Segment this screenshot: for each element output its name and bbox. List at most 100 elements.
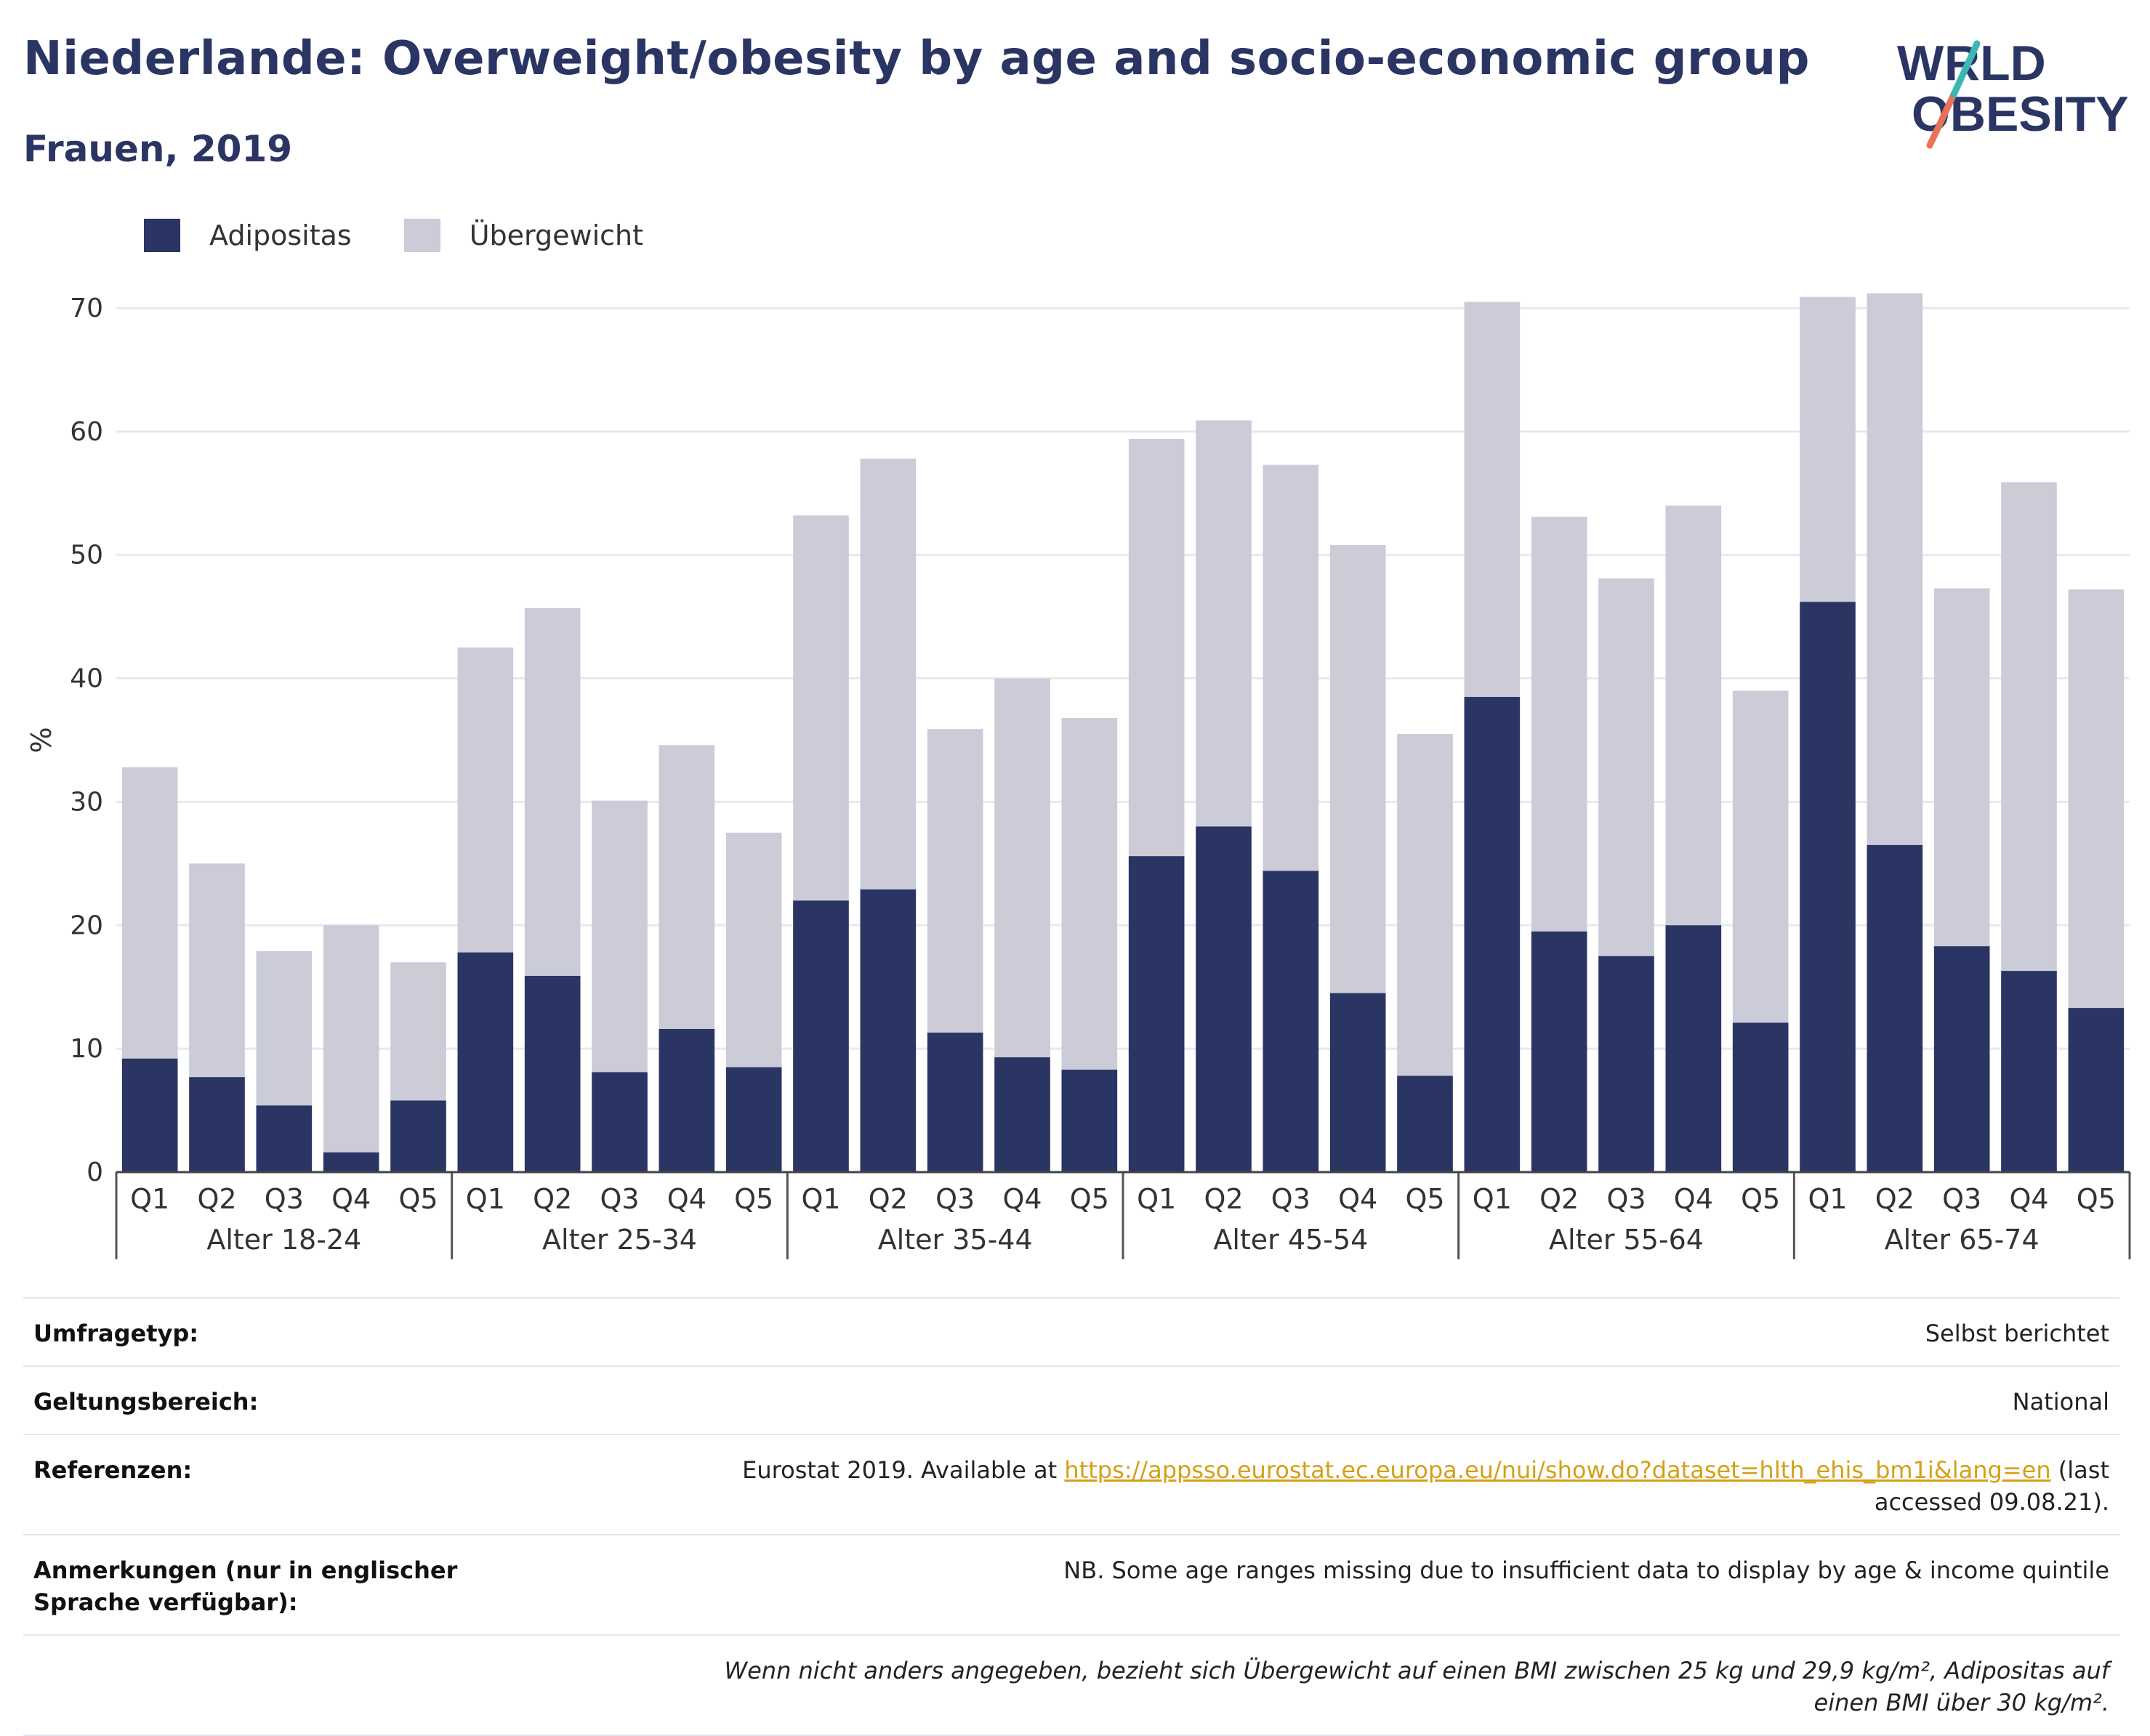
info-val-references: Eurostat 2019. Available at https://apps… xyxy=(656,1454,2109,1518)
y-tick-label: 0 xyxy=(86,1158,103,1187)
x-tick-label: Q1 xyxy=(1137,1183,1176,1215)
bar-overweight xyxy=(725,832,782,1067)
bar-obesity xyxy=(860,889,917,1172)
x-group-label: Alter 25-34 xyxy=(542,1224,697,1256)
y-tick-label: 70 xyxy=(70,294,103,323)
bar-overweight xyxy=(1867,293,1923,845)
x-tick-label: Q1 xyxy=(466,1183,505,1215)
x-tick-label: Q2 xyxy=(197,1183,236,1215)
chart-page: Niederlande: Overweight/obesity by age a… xyxy=(23,32,2131,1736)
bar-obesity xyxy=(1061,1070,1118,1172)
x-tick-label: Q1 xyxy=(801,1183,840,1215)
x-tick-label: Q4 xyxy=(2009,1183,2048,1215)
info-row-survey-type: Umfragetyp: Selbst berichtet xyxy=(23,1299,2119,1367)
x-tick-label: Q1 xyxy=(1808,1183,1847,1215)
bar-overweight xyxy=(1598,578,1654,956)
y-tick-label: 40 xyxy=(70,664,103,694)
x-tick-label: Q4 xyxy=(1674,1183,1713,1215)
x-tick-label: Q4 xyxy=(331,1183,371,1215)
bar-overweight xyxy=(1933,588,1990,947)
reference-prefix: Eurostat 2019. Available at xyxy=(742,1456,1058,1484)
x-tick-label: Q3 xyxy=(1271,1183,1310,1215)
bar-overweight xyxy=(592,800,648,1073)
legend-label-overweight: Übergewicht xyxy=(469,219,643,251)
x-tick-label: Q3 xyxy=(1606,1183,1646,1215)
bar-obesity xyxy=(2001,971,2057,1172)
bar-obesity xyxy=(390,1100,446,1172)
info-val-survey-type: Selbst berichtet xyxy=(1925,1320,2109,1347)
x-tick-label: Q5 xyxy=(1741,1183,1780,1215)
bar-overweight xyxy=(927,729,983,1033)
bar-overweight xyxy=(994,678,1050,1058)
x-tick-label: Q1 xyxy=(1473,1183,1512,1215)
y-tick-label: 30 xyxy=(70,787,103,817)
x-group-label: Alter 45-54 xyxy=(1213,1224,1368,1256)
reference-link[interactable]: https://appsso.eurostat.ec.europa.eu/nui… xyxy=(1064,1456,2051,1484)
x-tick-label: Q2 xyxy=(869,1183,908,1215)
bar-obesity xyxy=(1598,956,1654,1172)
bar-obesity xyxy=(1531,931,1587,1172)
x-tick-label: Q2 xyxy=(1204,1183,1243,1215)
bar-obesity xyxy=(793,900,849,1172)
bar-overweight xyxy=(1128,439,1185,857)
bar-overweight xyxy=(1329,545,1386,993)
x-group-label: Alter 35-44 xyxy=(878,1224,1033,1256)
bar-obesity xyxy=(323,1152,379,1172)
bar-overweight xyxy=(390,962,446,1101)
x-tick-label: Q4 xyxy=(667,1183,706,1215)
y-tick-label: 10 xyxy=(70,1034,103,1064)
legend-label-obesity: Adipositas xyxy=(209,219,352,251)
bar-overweight xyxy=(457,647,514,953)
x-group-label: Alter 55-64 xyxy=(1549,1224,1704,1256)
info-row-references: Referenzen: Eurostat 2019. Available at … xyxy=(23,1435,2119,1535)
x-tick-label: Q2 xyxy=(533,1183,572,1215)
x-tick-label: Q4 xyxy=(1002,1183,1042,1215)
x-tick-label: Q5 xyxy=(1070,1183,1109,1215)
bar-obesity xyxy=(927,1033,983,1172)
bar-obesity xyxy=(524,975,581,1172)
info-key-references: Referenzen: xyxy=(33,1456,193,1484)
bar-overweight xyxy=(1531,517,1587,932)
x-group-label: Alter 18-24 xyxy=(206,1224,361,1256)
info-row-definition: Wenn nicht anders angegeben, bezieht sic… xyxy=(23,1636,2119,1736)
x-tick-label: Q2 xyxy=(1875,1183,1915,1215)
info-table: Umfragetyp: Selbst berichtet Geltungsber… xyxy=(23,1297,2119,1736)
legend-item-obesity: Adipositas xyxy=(144,219,352,252)
bar-obesity xyxy=(659,1028,715,1172)
x-tick-label: Q3 xyxy=(1942,1183,1981,1215)
x-tick-label: Q5 xyxy=(2077,1183,2116,1215)
bar-overweight xyxy=(256,950,313,1106)
x-tick-label: Q4 xyxy=(1338,1183,1377,1215)
info-key-notes: Anmerkungen (nur in englischer Sprache v… xyxy=(33,1557,458,1616)
bar-overweight xyxy=(1732,690,1789,1023)
info-key-coverage: Geltungsbereich: xyxy=(33,1388,259,1416)
info-row-coverage: Geltungsbereich: National xyxy=(23,1367,2119,1435)
bar-obesity xyxy=(1867,844,1923,1172)
info-row-notes: Anmerkungen (nur in englischer Sprache v… xyxy=(23,1535,2119,1636)
y-axis-label: % xyxy=(25,727,57,753)
bar-obesity xyxy=(1263,871,1319,1172)
bar-overweight xyxy=(1665,505,1722,926)
bar-overweight xyxy=(323,925,379,1152)
y-tick-label: 60 xyxy=(70,417,103,447)
bar-overweight xyxy=(1196,420,1252,827)
bar-obesity xyxy=(994,1057,1050,1172)
bar-overweight xyxy=(793,515,849,901)
definition-note: Wenn nicht anders angegeben, bezieht sic… xyxy=(724,1657,2109,1716)
y-tick-label: 50 xyxy=(70,541,103,570)
info-val-coverage: National xyxy=(2012,1388,2109,1416)
y-tick-label: 20 xyxy=(70,911,103,940)
bar-obesity xyxy=(121,1058,178,1172)
chart-title: Niederlande: Overweight/obesity by age a… xyxy=(23,32,1810,86)
bar-obesity xyxy=(189,1077,245,1172)
bar-overweight xyxy=(1263,464,1319,871)
bar-overweight xyxy=(2001,482,2057,972)
bar-overweight xyxy=(1397,733,1453,1076)
x-tick-label: Q2 xyxy=(1539,1183,1579,1215)
bar-overweight xyxy=(860,459,917,890)
bar-obesity xyxy=(725,1067,782,1172)
bar-overweight xyxy=(121,767,178,1059)
bar-obesity xyxy=(2068,1008,2125,1172)
bar-obesity xyxy=(1665,925,1722,1172)
bar-overweight xyxy=(1464,302,1521,698)
